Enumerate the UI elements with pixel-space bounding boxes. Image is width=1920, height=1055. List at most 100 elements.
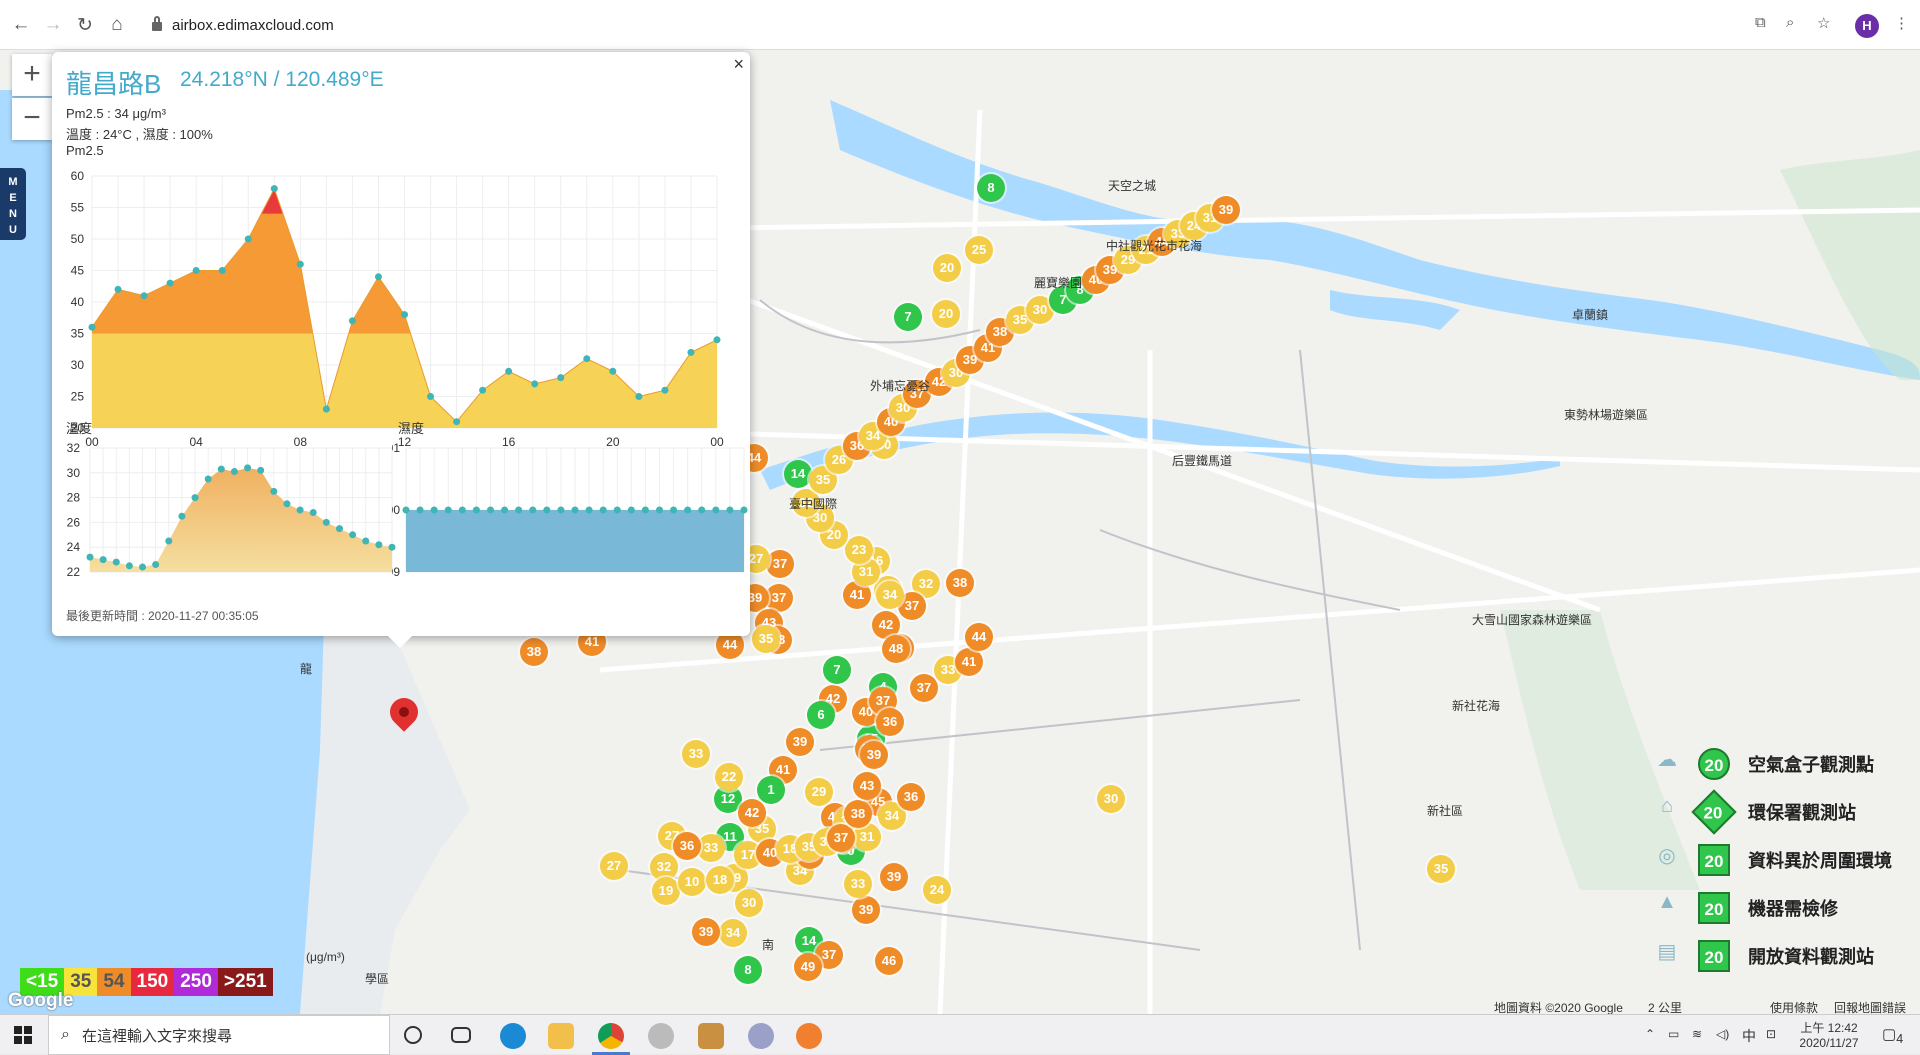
file-explorer-icon[interactable] (548, 1023, 574, 1049)
airbox-marker[interactable]: 37 (869, 687, 897, 715)
close-icon[interactable]: × (733, 54, 744, 74)
airbox-marker[interactable]: 33 (682, 740, 710, 768)
airbox-marker[interactable]: 24 (923, 876, 951, 904)
airbox-marker[interactable]: 49 (794, 953, 822, 981)
wifi-icon[interactable]: ≋ (1692, 1027, 1703, 1041)
volume-icon[interactable]: ◁) (1716, 1027, 1730, 1041)
tray-chevron-icon[interactable]: ⌃ (1645, 1027, 1656, 1041)
airbox-marker[interactable]: 39 (786, 728, 814, 756)
airbox-marker[interactable]: 7 (823, 656, 851, 684)
airbox-marker[interactable]: 36 (673, 832, 701, 860)
bookmark-star-icon[interactable]: ☆ (1817, 15, 1831, 32)
airbox-marker[interactable]: 25 (965, 236, 993, 264)
airbox-marker[interactable]: 39 (880, 863, 908, 891)
airbox-marker[interactable]: 42 (738, 799, 766, 827)
airbox-marker[interactable]: 6 (807, 701, 835, 729)
airbox-marker[interactable]: 32 (792, 489, 820, 517)
blender-icon[interactable] (796, 1023, 822, 1049)
airbox-marker[interactable]: 34 (719, 919, 747, 947)
airbox-marker[interactable]: 44 (1148, 228, 1176, 256)
airbox-marker[interactable]: 46 (875, 947, 903, 975)
address-bar[interactable]: airbox.edimaxcloud.com (152, 10, 1712, 40)
airbox-marker[interactable]: 35 (752, 625, 780, 653)
airbox-marker[interactable]: 38 (844, 800, 872, 828)
airbox-marker[interactable]: 29 (805, 778, 833, 806)
airbox-marker[interactable]: 42 (872, 611, 900, 639)
windows-start-icon[interactable] (14, 1026, 32, 1044)
zoom-out-button[interactable]: − (12, 98, 52, 140)
app-icon[interactable] (748, 1023, 774, 1049)
airbox-marker[interactable]: 36 (876, 708, 904, 736)
airbox-marker[interactable]: 39 (852, 896, 880, 924)
notification-icon[interactable]: ▢4 (1882, 1026, 1904, 1046)
back-icon[interactable]: ← (11, 14, 31, 35)
airbox-marker[interactable]: 33 (697, 834, 725, 862)
airbox-marker[interactable]: 34 (859, 422, 887, 450)
more-menu-icon[interactable]: ⋮ (1894, 15, 1909, 32)
chrome-icon[interactable] (598, 1023, 624, 1049)
airbox-marker[interactable]: 22 (715, 763, 743, 791)
airbox-marker[interactable]: 37 (815, 941, 843, 969)
menu-button[interactable]: M E N U (0, 168, 26, 240)
profile-avatar[interactable]: H (1855, 14, 1879, 38)
airbox-marker[interactable]: 32 (650, 853, 678, 881)
task-view-icon[interactable] (451, 1027, 471, 1043)
forward-icon[interactable]: → (43, 14, 63, 35)
airbox-marker[interactable]: 38 (946, 569, 974, 597)
airbox-marker[interactable]: 7 (894, 303, 922, 331)
airbox-marker[interactable]: 36 (897, 783, 925, 811)
airbox-marker[interactable]: 8 (977, 174, 1005, 202)
home-icon[interactable]: ⌂ (111, 14, 123, 35)
airbox-marker[interactable]: 44 (965, 623, 993, 651)
airbox-marker[interactable]: 38 (520, 638, 548, 666)
taskbar-search-input[interactable]: ⌕ 在這裡輸入文字來搜尋 (48, 1015, 390, 1055)
place-label: 中社觀光花市花海 (1106, 239, 1203, 253)
airbox-marker[interactable]: 37 (910, 674, 938, 702)
airbox-marker[interactable]: 30 (1097, 785, 1125, 813)
airbox-marker[interactable]: 48 (882, 635, 910, 663)
airbox-marker[interactable]: 32 (912, 570, 940, 598)
airbox-marker[interactable]: 12 (714, 785, 742, 813)
airbox-marker[interactable]: 43 (853, 772, 881, 800)
airbox-marker[interactable]: 31 (853, 823, 881, 851)
airbox-marker[interactable]: 20 (933, 254, 961, 282)
airbox-marker[interactable]: 8 (734, 956, 762, 984)
y-tick-label: 35 (71, 327, 85, 341)
battery-icon[interactable]: ▭ (1668, 1027, 1680, 1041)
airbox-marker[interactable]: 39 (860, 741, 888, 769)
airbox-marker[interactable]: 1 (757, 776, 785, 804)
app-icon[interactable] (648, 1023, 674, 1049)
data-point (531, 380, 539, 388)
zoom-in-button[interactable]: + (12, 54, 52, 96)
reload-icon[interactable]: ↻ (77, 14, 93, 36)
input-mode-icon[interactable]: ⊡ (1766, 1027, 1777, 1041)
airbox-marker[interactable]: 18 (706, 866, 734, 894)
airbox-marker[interactable]: 20 (932, 300, 960, 328)
app-icon[interactable] (698, 1023, 724, 1049)
airbox-marker[interactable]: 19 (652, 877, 680, 905)
airbox-marker[interactable]: 34 (876, 581, 904, 609)
airbox-marker[interactable]: 27 (600, 852, 628, 880)
airbox-marker[interactable]: 35 (1427, 855, 1455, 883)
airbox-marker[interactable]: 14 (784, 460, 812, 488)
zoom-icon[interactable]: ⌕ (1786, 14, 1795, 31)
airbox-marker[interactable]: 37 (827, 824, 855, 852)
airbox-marker[interactable]: 39 (692, 918, 720, 946)
cortana-icon[interactable] (404, 1026, 422, 1044)
airbox-marker[interactable]: 23 (845, 536, 873, 564)
airbox-marker[interactable]: 33 (844, 870, 872, 898)
translate-icon[interactable]: ⧉ (1755, 14, 1766, 31)
report-error-link[interactable]: 回報地圖錯誤 (1834, 1001, 1907, 1014)
edge-icon[interactable] (500, 1023, 526, 1049)
terms-link[interactable]: 使用條款 (1770, 1001, 1819, 1014)
ime-indicator[interactable]: 中 (1742, 1028, 1756, 1044)
airbox-marker[interactable]: 39 (1212, 196, 1240, 224)
airbox-marker[interactable]: 37 (765, 584, 793, 612)
scale-level: 250 (174, 968, 218, 996)
clock[interactable]: 上午 12:42 2020/11/27 (1794, 1019, 1864, 1050)
airbox-marker[interactable]: 30 (735, 889, 763, 917)
airbox-marker[interactable]: 10 (678, 868, 706, 896)
airbox-marker[interactable]: 41 (955, 648, 983, 676)
airbox-marker[interactable]: 26 (825, 446, 853, 474)
airbox-marker[interactable]: 37 (766, 550, 794, 578)
